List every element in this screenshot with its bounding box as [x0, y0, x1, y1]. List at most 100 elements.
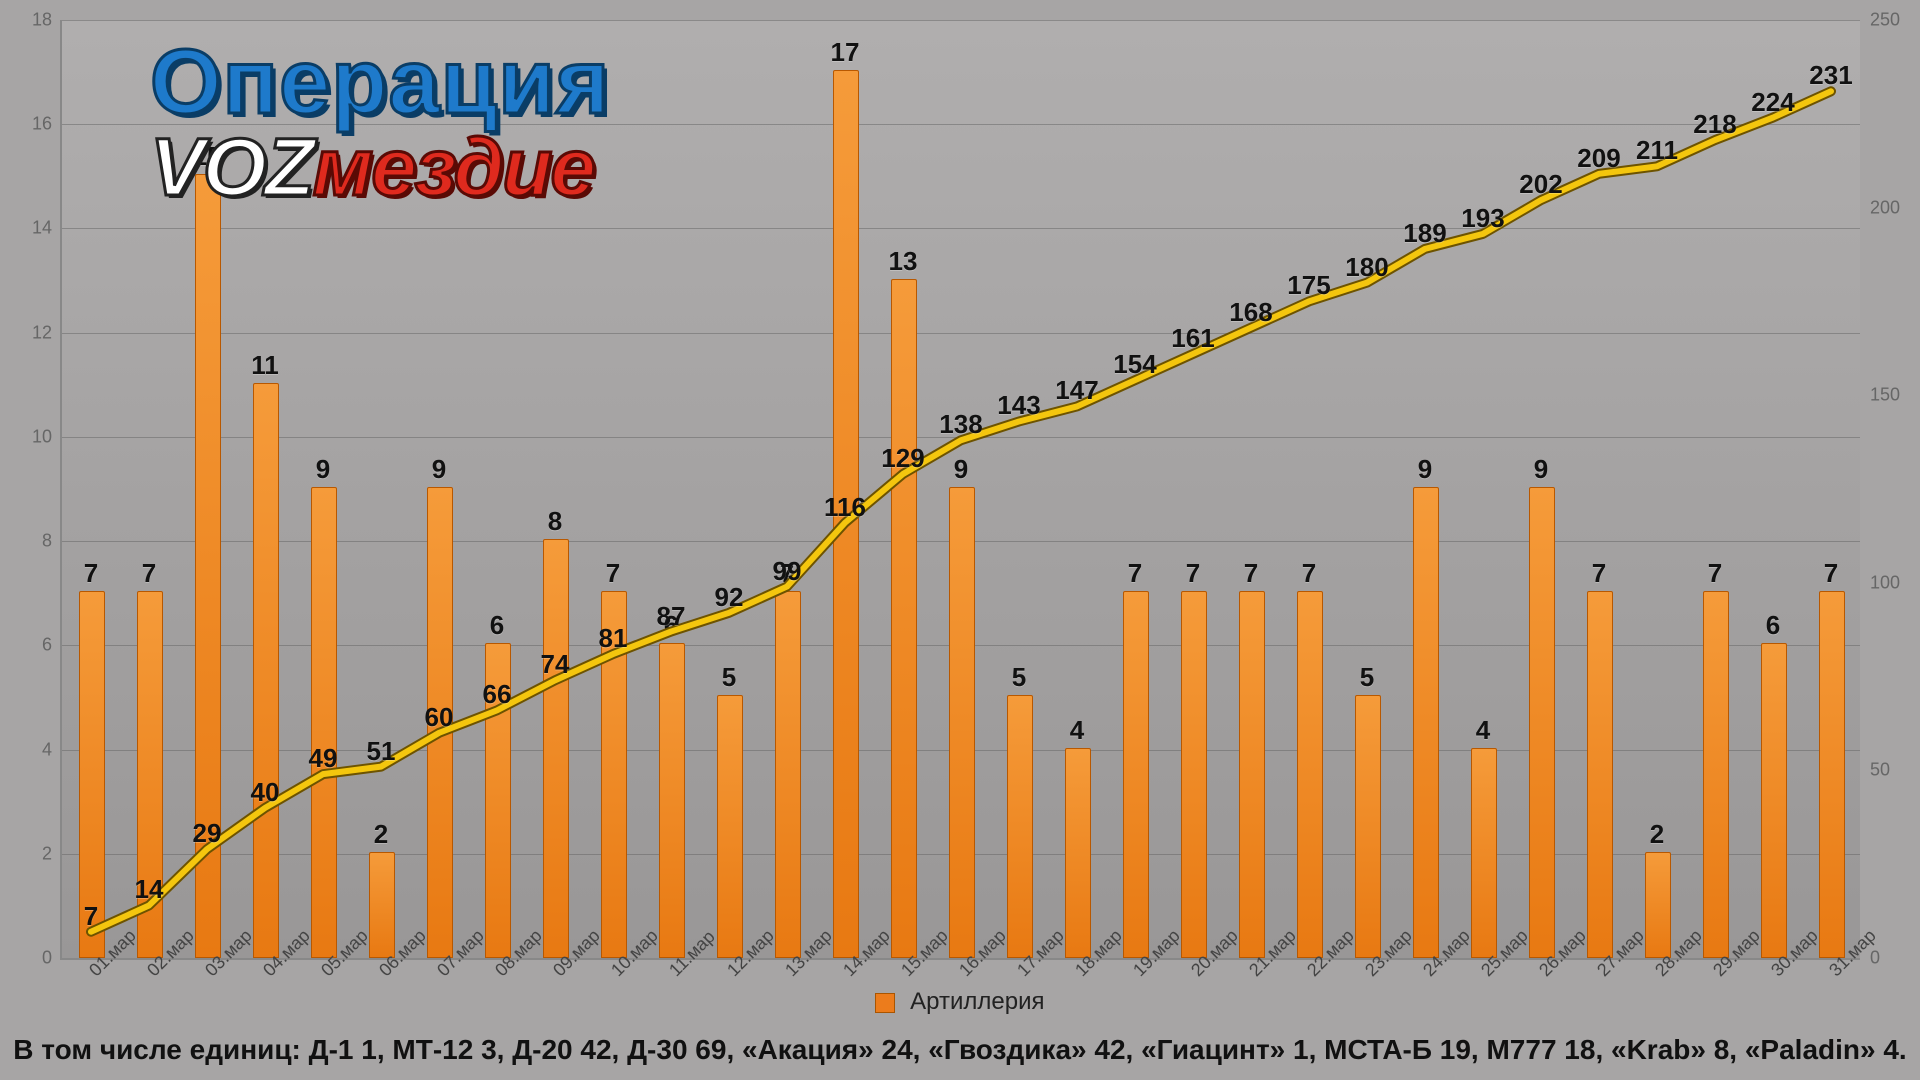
y-left-tick: 6: [12, 635, 62, 656]
bar: [1471, 748, 1497, 958]
bar-value-label: 7: [1592, 558, 1606, 589]
cumulative-value-label: 202: [1519, 169, 1562, 200]
bar: [1355, 695, 1381, 958]
cumulative-value-label: 168: [1229, 297, 1272, 328]
bar-value-label: 2: [1650, 819, 1664, 850]
y-left-tick: 14: [12, 218, 62, 239]
bar: [891, 279, 917, 958]
cumulative-value-label: 211: [1636, 135, 1678, 166]
bar-value-label: 6: [490, 610, 504, 641]
bar-value-label: 17: [831, 37, 860, 68]
bar: [949, 487, 975, 958]
cumulative-value-label: 161: [1171, 323, 1214, 354]
bar: [311, 487, 337, 958]
legend-label: Артиллерия: [910, 988, 1044, 1015]
bar: [1239, 591, 1265, 958]
bar: [369, 852, 395, 958]
bar-value-label: 7: [1186, 558, 1200, 589]
cumulative-value-label: 14: [135, 874, 164, 905]
cumulative-value-label: 74: [541, 649, 570, 680]
y-left-tick: 2: [12, 843, 62, 864]
cumulative-value-label: 60: [425, 702, 454, 733]
bar-value-label: 7: [142, 558, 156, 589]
y-left-tick: 4: [12, 739, 62, 760]
bar-value-label: 7: [1708, 558, 1722, 589]
bar: [253, 383, 279, 958]
cumulative-value-label: 99: [773, 556, 802, 587]
cumulative-value-label: 49: [309, 743, 338, 774]
bar: [1065, 748, 1091, 958]
cumulative-value-label: 51: [367, 736, 396, 767]
bar-value-label: 13: [889, 246, 918, 277]
y-left-tick: 8: [12, 531, 62, 552]
bar-value-label: 15: [193, 141, 222, 172]
bar-value-label: 8: [548, 506, 562, 537]
bar-value-label: 9: [432, 454, 446, 485]
cumulative-value-label: 154: [1113, 349, 1156, 380]
chart-container: 024681012141618050100150200250701.мар702…: [0, 0, 1920, 1080]
bar-value-label: 5: [1012, 662, 1026, 693]
cumulative-value-label: 66: [483, 679, 512, 710]
y-left-tick: 18: [12, 10, 62, 31]
bar-value-label: 9: [954, 454, 968, 485]
legend: Артиллерия: [0, 988, 1920, 1016]
bar-value-label: 7: [1244, 558, 1258, 589]
cumulative-value-label: 147: [1055, 375, 1098, 406]
bar: [1413, 487, 1439, 958]
cumulative-value-label: 180: [1345, 252, 1388, 283]
bar: [1645, 852, 1671, 958]
bar: [1123, 591, 1149, 958]
gridline: [62, 333, 1860, 334]
cumulative-value-label: 193: [1461, 203, 1504, 234]
bar-value-label: 7: [1824, 558, 1838, 589]
cumulative-value-label: 209: [1577, 143, 1620, 174]
bar-value-label: 7: [1302, 558, 1316, 589]
cumulative-value-label: 224: [1751, 87, 1794, 118]
cumulative-value-label: 81: [599, 623, 628, 654]
bar: [1297, 591, 1323, 958]
gridline: [62, 124, 1860, 125]
y-left-tick: 10: [12, 426, 62, 447]
y-right-tick: 250: [1860, 10, 1900, 31]
cumulative-value-label: 92: [715, 582, 744, 613]
y-left-tick: 0: [12, 948, 62, 969]
bar: [1703, 591, 1729, 958]
cumulative-value-label: 175: [1287, 270, 1330, 301]
y-left-tick: 16: [12, 114, 62, 135]
y-right-tick: 50: [1860, 760, 1890, 781]
cumulative-value-label: 143: [997, 390, 1040, 421]
bar: [1181, 591, 1207, 958]
bar-value-label: 7: [606, 558, 620, 589]
footer-text: В том числе единиц: Д-1 1, МТ-12 3, Д-20…: [0, 1034, 1920, 1066]
cumulative-value-label: 29: [193, 818, 222, 849]
bar-value-label: 7: [1128, 558, 1142, 589]
bar: [1587, 591, 1613, 958]
cumulative-value-label: 116: [824, 492, 866, 523]
gridline: [62, 20, 1860, 21]
cumulative-value-label: 7: [84, 901, 98, 932]
cumulative-value-label: 129: [881, 443, 924, 474]
bar-value-label: 9: [1534, 454, 1548, 485]
cumulative-value-label: 138: [939, 409, 982, 440]
cumulative-value-label: 231: [1809, 60, 1852, 91]
y-left-tick: 12: [12, 322, 62, 343]
bar-value-label: 7: [84, 558, 98, 589]
bar-value-label: 5: [1360, 662, 1374, 693]
bar-value-label: 4: [1070, 715, 1084, 746]
cumulative-value-label: 218: [1693, 109, 1736, 140]
bar-value-label: 4: [1476, 715, 1490, 746]
gridline: [62, 228, 1860, 229]
bar-value-label: 6: [1766, 610, 1780, 641]
cumulative-value-label: 87: [657, 601, 686, 632]
y-right-tick: 200: [1860, 197, 1900, 218]
bar: [1529, 487, 1555, 958]
bar-value-label: 11: [251, 350, 279, 381]
bar-value-label: 2: [374, 819, 388, 850]
bar: [775, 591, 801, 958]
bar: [1819, 591, 1845, 958]
bar: [1007, 695, 1033, 958]
y-right-tick: 100: [1860, 572, 1900, 593]
legend-swatch: [875, 993, 895, 1013]
y-right-tick: 150: [1860, 385, 1900, 406]
bar: [543, 539, 569, 958]
